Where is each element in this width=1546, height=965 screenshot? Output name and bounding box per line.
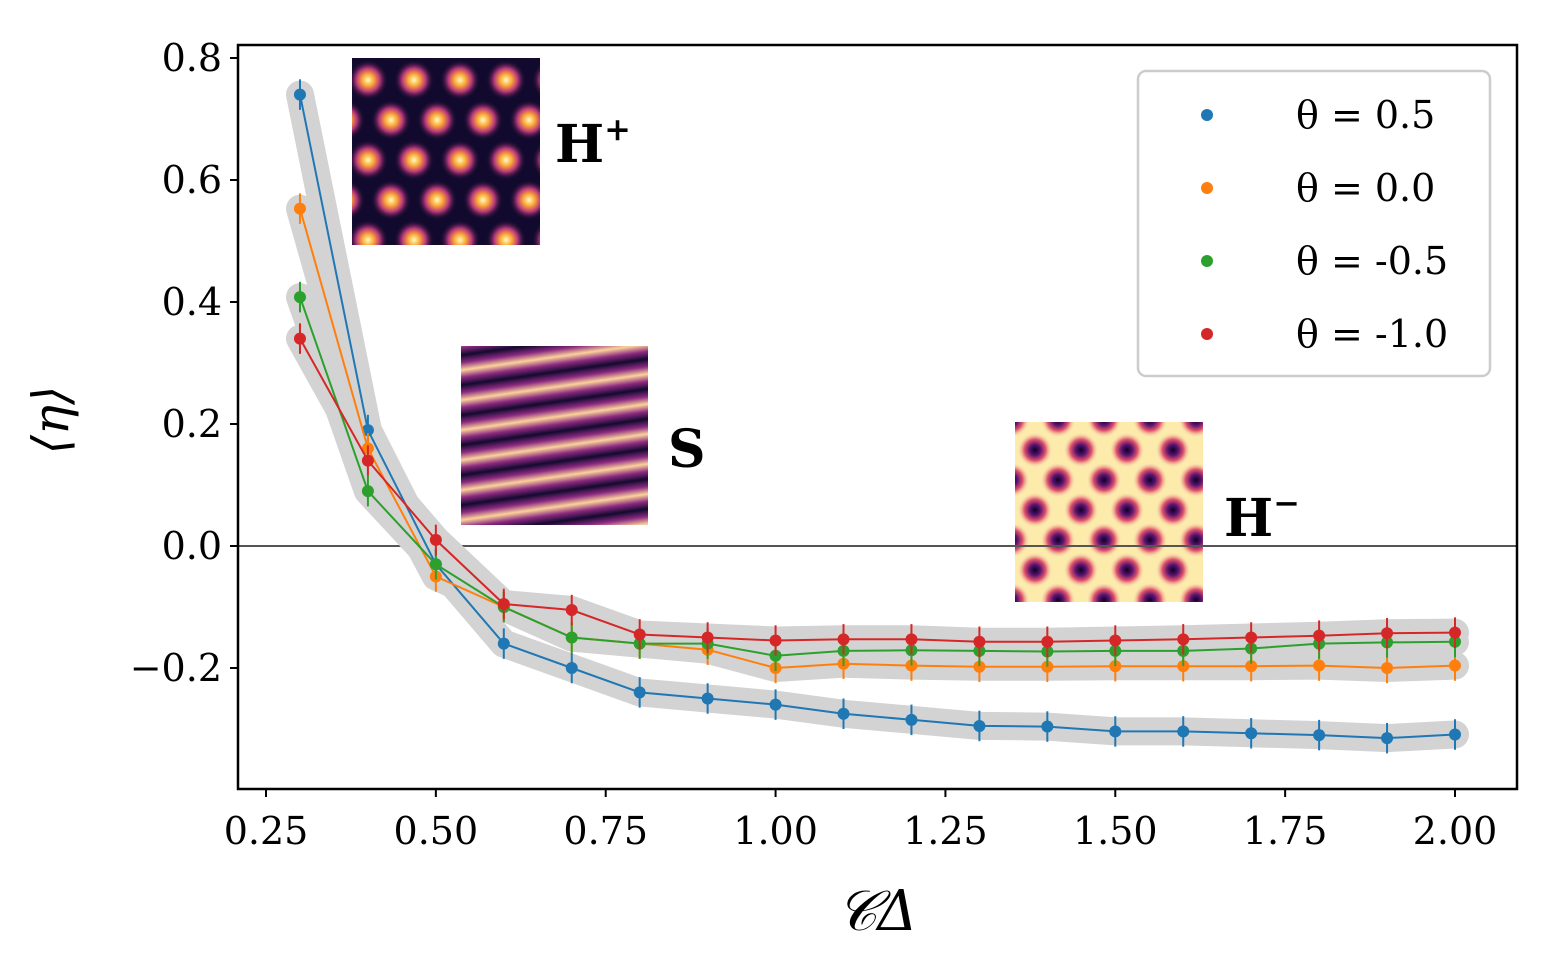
data-point [565,662,578,674]
x-axis-label: 𝒞Δ [836,879,917,944]
region-label-s: S [668,419,706,480]
data-point [837,633,850,646]
data-point [429,558,442,571]
legend-label: θ = 0.5 [1296,93,1435,137]
legend-label: θ = -0.5 [1296,239,1448,283]
x-tick-label: 1.50 [1073,809,1158,853]
legend-marker [1201,255,1213,267]
data-point [1449,626,1461,639]
data-point [1177,725,1190,738]
data-point [1041,635,1054,648]
data-point [361,424,374,437]
inset-hex-dark-image [1015,422,1203,602]
x-axis-ticks: 0.25 0.50 0.75 1.00 1.25 1.50 1.75 2.00 [224,789,1498,853]
legend-marker [1201,182,1213,194]
data-point [973,635,986,648]
data-point [1245,631,1258,644]
y-tick-label: 0.4 [162,280,222,324]
data-point [1313,659,1326,672]
data-point [429,533,442,546]
data-point [293,332,306,345]
data-point [497,597,510,610]
data-point [769,698,782,711]
data-point [769,634,782,647]
data-point [293,88,306,101]
data-point [701,692,714,705]
data-point [293,291,306,304]
series-line [299,208,1456,670]
region-label-h-plus-sup: + [604,110,631,148]
y-axis-ticks: −0.2 0.0 0.2 0.4 0.6 0.8 [130,36,238,690]
data-point [905,633,918,646]
data-point [973,660,986,673]
data-point [1381,627,1394,640]
region-label-h-minus-sup: − [1273,484,1300,522]
x-tick-label: 2.00 [1413,809,1498,853]
data-point [973,719,986,732]
data-point [1449,659,1461,672]
plot-frame [236,43,1519,791]
data-point [1313,729,1326,742]
y-axis-label: ⟨η⟩ [22,386,80,455]
y-tick-label: −0.2 [130,646,222,690]
inset-stripes-image [461,346,648,525]
x-tick-label: 1.75 [1243,809,1328,853]
y-tick-label: 0.6 [162,158,222,202]
x-tick-label: 1.00 [733,809,818,853]
x-tick-label: 1.25 [903,809,988,853]
x-tick-label: 0.25 [224,809,309,853]
series-line [299,338,1456,643]
y-tick-label: 0.0 [162,524,222,568]
legend-marker [1201,328,1213,340]
y-tick-label: 0.2 [162,402,222,446]
data-point [1449,728,1461,741]
series-line [299,94,1456,740]
data-point [361,485,374,498]
x-tick-label: 0.75 [563,809,648,853]
region-label-h-minus: H− [1224,484,1300,549]
data-point [361,454,374,467]
data-point [1109,634,1122,647]
y-tick-label: 0.8 [162,36,222,80]
data-point [905,713,918,726]
series-line [299,296,1456,657]
data-point [1313,629,1326,642]
legend-marker [1201,109,1213,121]
data-point [293,202,306,215]
legend: θ = 0.5 θ = 0.0 θ = -0.5 θ = -1.0 [1136,69,1492,378]
inset-hex-bright-image [352,58,540,245]
data-point [1041,720,1054,733]
series-3 [293,323,1461,658]
data-point [1381,732,1394,745]
data-point [565,604,578,617]
data-point [1245,660,1258,673]
legend-label: θ = -1.0 [1296,312,1448,356]
x-tick-label: 0.50 [394,809,479,853]
series-layer [293,79,1461,754]
region-label-h-plus: H+ [555,110,631,175]
data-point [701,631,714,644]
data-point [1245,727,1258,740]
legend-label: θ = 0.0 [1296,166,1435,210]
data-point [633,628,646,641]
data-point [1381,662,1394,674]
data-point [497,637,510,650]
data-point [1109,725,1122,738]
data-point [565,631,578,644]
data-point [1177,633,1190,646]
data-point [837,707,850,720]
data-point [633,686,646,699]
legend-box [1136,69,1492,378]
